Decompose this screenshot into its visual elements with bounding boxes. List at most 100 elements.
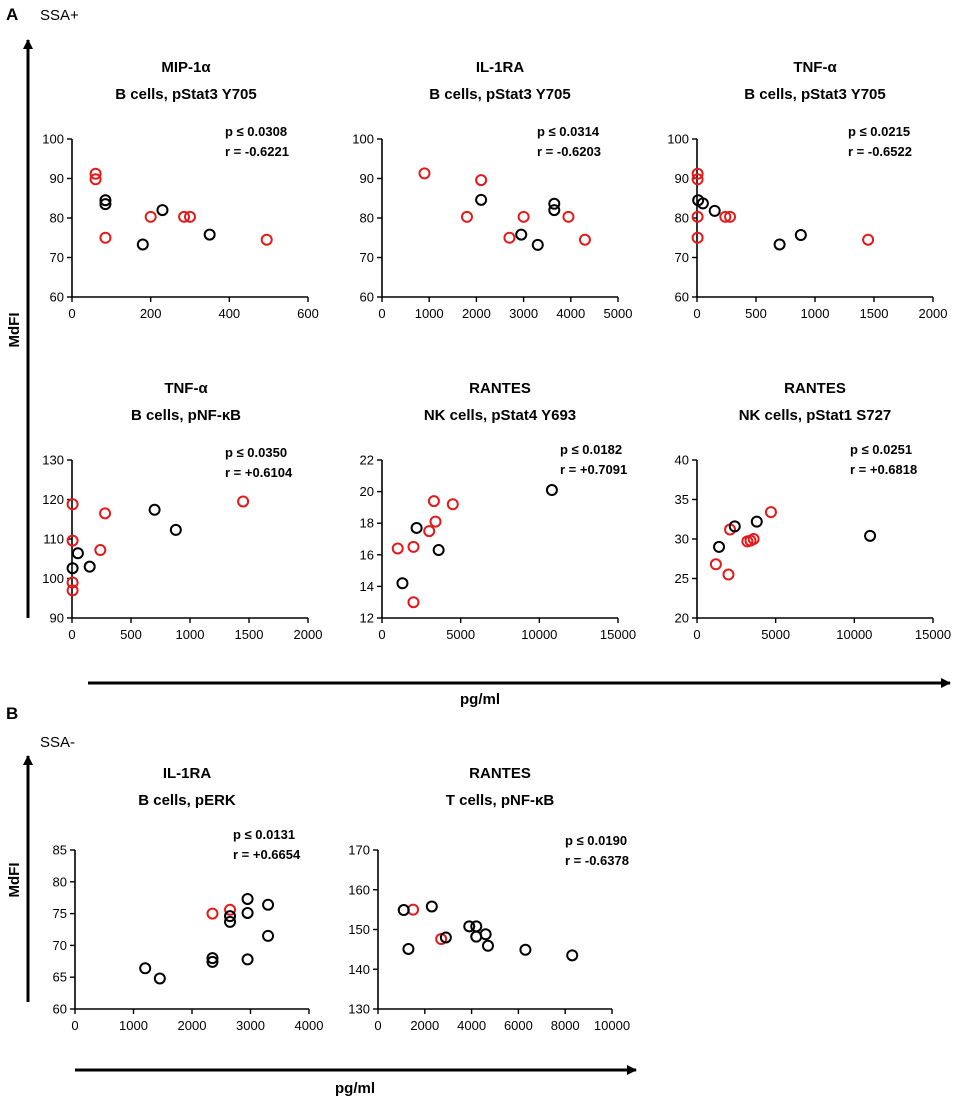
y-tick-label: 70 <box>360 250 374 265</box>
x-tick-label: 3000 <box>509 306 538 321</box>
x-tick-label: 15000 <box>600 627 636 642</box>
chart-a5: RANTES NK cells, pStat4 Y693 p ≤ 0.0182 r =… <box>360 380 637 642</box>
y-tick-label: 140 <box>348 962 370 977</box>
y-tick-label: 20 <box>675 611 689 626</box>
data-point-red <box>178 210 191 223</box>
data-point-red <box>237 495 250 508</box>
p-value-label: p ≤ 0.0308 <box>225 124 287 139</box>
data-point-black <box>66 562 79 575</box>
data-point-black <box>402 942 415 955</box>
y-tick-label: 100 <box>352 132 374 147</box>
panel-a-group-label: SSA+ <box>40 7 79 24</box>
x-tick-label: 0 <box>68 627 75 642</box>
y-tick-label: 30 <box>675 532 689 547</box>
data-point-black <box>794 228 807 241</box>
data-point-black <box>515 228 528 241</box>
data-point-red <box>423 525 436 538</box>
data-point-red <box>446 498 459 511</box>
y-tick-label: 65 <box>53 970 67 985</box>
y-tick-label: 100 <box>42 132 64 147</box>
chart-title: RANTES <box>784 380 846 397</box>
data-point-black <box>99 198 112 211</box>
data-point-black <box>203 228 216 241</box>
data-point-black <box>241 953 254 966</box>
data-point-black <box>410 521 423 534</box>
data-point-black <box>396 577 409 590</box>
chart-subtitle: B cells, pNF-κB <box>131 407 241 424</box>
y-tick-label: 100 <box>667 132 689 147</box>
r-value-label: r = +0.6818 <box>850 462 917 477</box>
y-tick-label: 18 <box>360 516 374 531</box>
data-point-black <box>432 544 445 557</box>
chart-title: RANTES <box>469 765 531 782</box>
data-point-red <box>391 542 404 555</box>
data-point-red <box>562 210 575 223</box>
data-point-red <box>418 167 431 180</box>
data-point-black <box>206 952 219 965</box>
data-point-red <box>709 558 722 571</box>
chart-b1: IL-1RA B cells, pERK p ≤ 0.0131 r = +0.6654… <box>53 765 324 1033</box>
x-tick-label: 1500 <box>235 627 264 642</box>
y-tick-label: 60 <box>675 290 689 305</box>
y-tick-label: 150 <box>348 922 370 937</box>
y-tick-label: 14 <box>360 579 374 594</box>
y-tick-label: 80 <box>50 211 64 226</box>
x-tick-label: 6000 <box>504 1018 533 1033</box>
r-value-label: r = +0.6654 <box>233 847 301 862</box>
x-tick-label: 0 <box>374 1018 381 1033</box>
chart-a3: TNF-α B cells, pStat3 Y705 p ≤ 0.0215 r = -… <box>667 59 947 321</box>
chart-title: TNF-α <box>793 59 837 76</box>
x-tick-label: 2000 <box>919 306 948 321</box>
data-point-red <box>691 167 704 180</box>
x-tick-label: 10000 <box>521 627 557 642</box>
y-tick-label: 70 <box>675 250 689 265</box>
x-tick-label: 2000 <box>294 627 323 642</box>
data-point-red <box>99 507 112 520</box>
data-point-black <box>397 904 410 917</box>
data-point-red <box>578 233 591 246</box>
y-tick-label: 70 <box>53 938 67 953</box>
x-tick-label: 1000 <box>176 627 205 642</box>
data-point-red <box>260 233 273 246</box>
data-point-black <box>545 484 558 497</box>
data-point-black <box>439 931 452 944</box>
data-point-red <box>722 568 735 581</box>
data-point-black <box>241 906 254 919</box>
data-point-black <box>148 503 161 516</box>
panel-a-letter: A <box>6 5 18 24</box>
x-tick-label: 8000 <box>551 1018 580 1033</box>
data-point-black <box>750 515 763 528</box>
chart-title: IL-1RA <box>163 765 212 782</box>
chart-a2: IL-1RA B cells, pStat3 Y705 p ≤ 0.0314 r = … <box>352 59 632 321</box>
y-tick-label: 80 <box>675 211 689 226</box>
x-tick-label: 1000 <box>415 306 444 321</box>
panel-a-y-axis-label: MdFI <box>6 313 23 348</box>
data-point-red <box>724 210 737 223</box>
data-point-black <box>99 194 112 207</box>
chart-subtitle: T cells, pNF-κB <box>446 792 555 809</box>
p-value-label: p ≤ 0.0182 <box>560 442 622 457</box>
x-tick-label: 15000 <box>915 627 951 642</box>
x-tick-label: 5000 <box>761 627 790 642</box>
data-point-black <box>224 915 237 928</box>
chart-a4: TNF-α B cells, pNF-κB p ≤ 0.0350 r = +0.610… <box>42 380 322 642</box>
y-tick-label: 75 <box>53 906 67 921</box>
r-value-label: r = -0.6522 <box>848 144 912 159</box>
chart-subtitle: B cells, pStat3 Y705 <box>429 86 570 103</box>
data-point-red <box>764 506 777 519</box>
y-tick-label: 85 <box>53 843 67 858</box>
y-tick-label: 90 <box>675 171 689 186</box>
chart-a6: RANTES NK cells, pStat1 S727 p ≤ 0.0251 r =… <box>675 380 952 642</box>
x-tick-label: 5000 <box>446 627 475 642</box>
data-point-red <box>66 584 79 597</box>
data-point-black <box>262 898 275 911</box>
data-point-black <box>481 939 494 952</box>
x-tick-label: 0 <box>693 627 700 642</box>
data-point-black <box>156 204 169 217</box>
y-tick-label: 70 <box>50 250 64 265</box>
y-tick-label: 60 <box>50 290 64 305</box>
data-point-black <box>425 900 438 913</box>
data-point-black <box>262 929 275 942</box>
data-point-black <box>241 892 254 905</box>
